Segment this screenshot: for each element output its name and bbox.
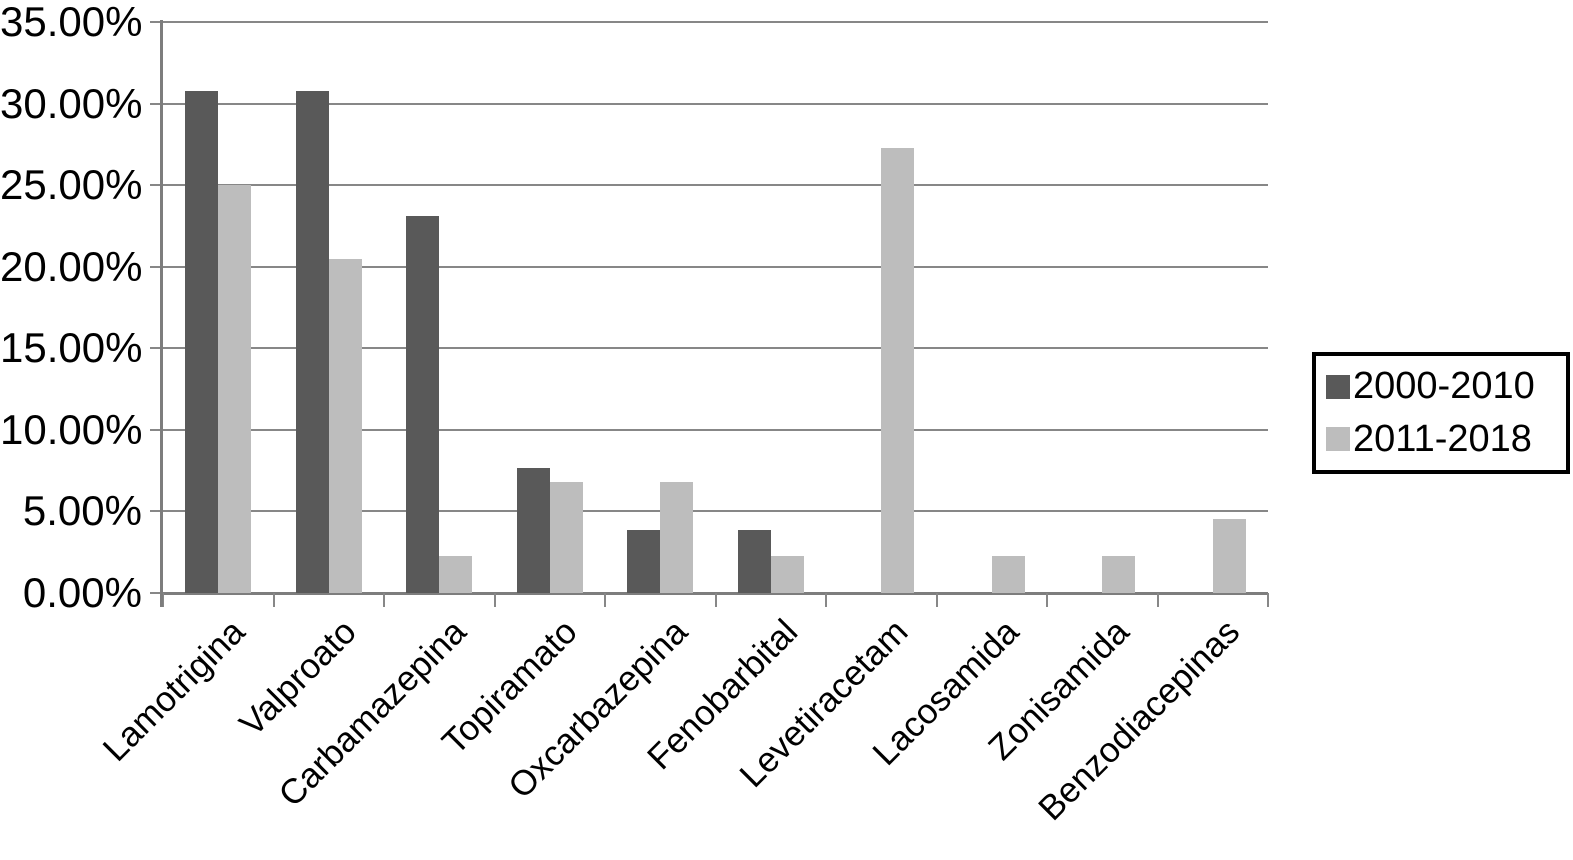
bar-2011-2018-carbamazepina [439, 555, 473, 593]
x-axis-tick [1267, 593, 1269, 607]
y-tick-label: 5.00% [22, 487, 142, 534]
bar-2000-2010-oxcarbazepina [627, 530, 661, 593]
legend-label-2011-2018: 2011-2018 [1353, 417, 1532, 460]
y-axis-tick [150, 21, 163, 23]
bar-2011-2018-lacosamida [991, 555, 1025, 593]
x-category-label: Lamotrigina [95, 612, 253, 769]
y-gridline [163, 103, 1268, 105]
bar-2000-2010-lamotrigina [185, 91, 219, 593]
y-tick-label: 20.00% [0, 243, 143, 290]
y-axis-tick [150, 510, 163, 512]
y-tick-label: 15.00% [0, 324, 143, 371]
bar-2000-2010-carbamazepina [406, 216, 440, 593]
bar-2011-2018-levetiracetam [881, 148, 915, 593]
legend-swatch-2000-2010 [1326, 374, 1350, 399]
y-tick-label: 30.00% [0, 80, 143, 127]
y-tick-label: 25.00% [0, 161, 143, 208]
x-axis-tick [825, 593, 827, 607]
legend: 2000-2010 2011-2018 [1312, 352, 1570, 474]
y-axis-tick [150, 592, 163, 594]
plot-area [150, 21, 1269, 607]
y-gridline [163, 266, 1268, 268]
y-axis-tick [150, 103, 163, 105]
bar-2000-2010-fenobarbital [737, 530, 771, 593]
bar-2011-2018-lamotrigina [218, 185, 252, 593]
legend-swatch-2011-2018 [1326, 427, 1350, 452]
y-gridline [163, 184, 1268, 186]
x-category-label: Carbamazepina [271, 612, 474, 815]
x-axis-tick [272, 593, 275, 607]
x-category-label: Benzodiacepinas [1031, 612, 1248, 829]
y-axis-tick [150, 184, 163, 186]
legend-label-2000-2010: 2000-2010 [1353, 365, 1535, 408]
legend-item-2000-2010: 2000-2010 [1326, 365, 1566, 408]
bar-2011-2018-zonisamida [1102, 555, 1136, 593]
x-axis-tick [604, 593, 606, 607]
bar-2011-2018-valproato [328, 259, 362, 593]
y-axis-tick [150, 266, 163, 268]
bar-2000-2010-topiramato [516, 467, 550, 593]
y-gridline [163, 21, 1268, 23]
bar-2011-2018-topiramato [549, 481, 583, 593]
x-axis-tick [1156, 593, 1159, 607]
bar-2011-2018-fenobarbital [770, 555, 804, 593]
y-tick-label: 10.00% [0, 406, 143, 453]
x-axis-tick [714, 593, 717, 607]
x-axis-tick [493, 593, 496, 607]
x-axis-tick [1046, 593, 1048, 607]
y-gridline [163, 510, 1268, 512]
y-axis-tick [150, 429, 163, 431]
y-tick-label: 0.00% [22, 569, 142, 616]
bar-2000-2010-valproato [295, 91, 329, 593]
y-axis-tick [150, 347, 163, 349]
y-gridline [163, 429, 1268, 431]
bar-2011-2018-oxcarbazepina [660, 481, 694, 593]
y-axis-line [160, 20, 163, 607]
y-tick-label: 35.00% [0, 0, 143, 45]
x-axis-tick [935, 593, 938, 607]
bar-2011-2018-benzodiacepinas [1212, 518, 1246, 593]
x-axis-tick [162, 593, 164, 607]
y-gridline [163, 347, 1268, 349]
x-axis-tick [383, 593, 385, 607]
legend-item-2011-2018: 2011-2018 [1326, 418, 1566, 461]
